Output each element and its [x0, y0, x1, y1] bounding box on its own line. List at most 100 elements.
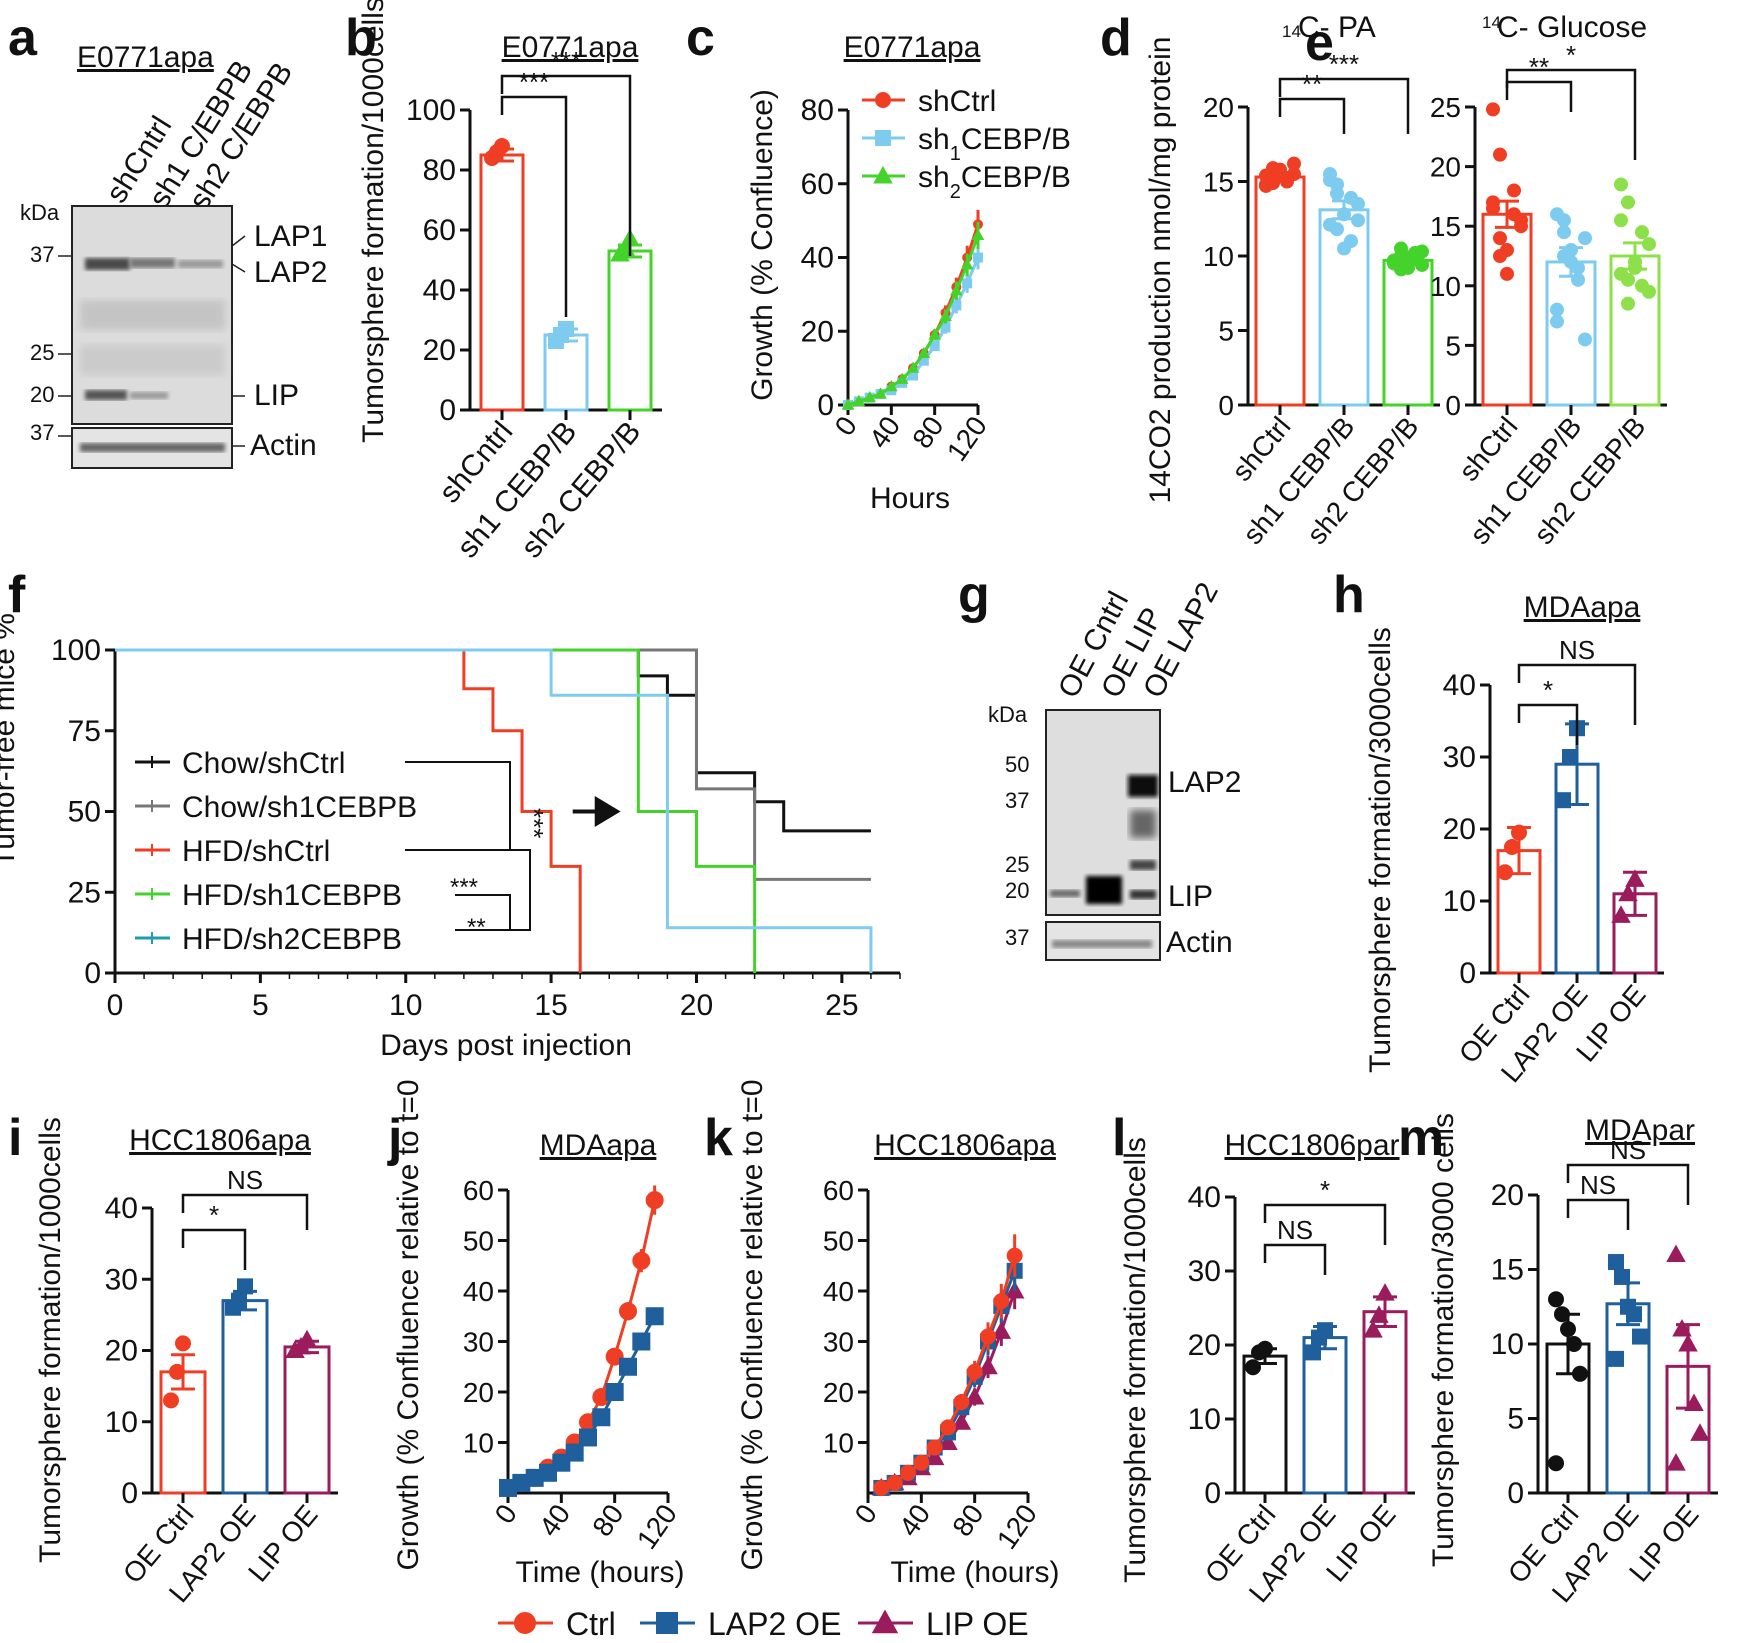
d-bar — [1382, 258, 1434, 407]
f-y-tick-label: 50 — [68, 796, 101, 829]
l-y-tick-label: 0 — [1204, 1477, 1221, 1510]
i-x-tick-label: LIP OE — [242, 1499, 323, 1588]
c-y-tick-label: 40 — [801, 242, 834, 275]
e-data-point — [1614, 177, 1628, 192]
m-data-point — [1554, 1306, 1570, 1323]
e-data-point — [1500, 266, 1514, 281]
b-y-tick-label: 0 — [439, 394, 456, 427]
f-arrow-icon — [572, 795, 621, 828]
panel-label-d: d — [1100, 9, 1132, 67]
e-data-point — [1642, 237, 1656, 252]
b-bar — [479, 153, 525, 412]
e-y-tick-label: 20 — [1430, 152, 1461, 183]
blot-band — [1052, 940, 1152, 948]
f-significance-bracket — [455, 894, 511, 931]
m-data-point — [1626, 1306, 1642, 1323]
c-y-tick-label: 0 — [817, 389, 834, 422]
f-y-tick-label: 100 — [51, 634, 101, 667]
i-bar — [283, 1345, 331, 1495]
i-y-tick-label: 0 — [121, 1477, 138, 1510]
blot-band — [85, 390, 127, 400]
i-significance-bracket — [181, 1228, 247, 1270]
blot-band — [130, 258, 175, 268]
m-data-point — [1666, 1244, 1686, 1263]
k-x-tick-label: 40 — [893, 1499, 936, 1542]
m-y-tick-label: 15 — [1491, 1254, 1524, 1287]
c-title: E0771apa — [844, 31, 981, 64]
d-ylabel: 14CO2 production nmol/mg protein — [1144, 37, 1177, 504]
k-y-tick-label: 50 — [823, 1226, 854, 1257]
h-data-point — [1625, 869, 1645, 887]
b-title: E0771apa — [502, 31, 639, 64]
e-significance-bracket — [1505, 68, 1637, 160]
blot-smear — [80, 345, 225, 375]
f-y-tick-label: 0 — [84, 957, 101, 990]
c-y-tick-label: 80 — [801, 94, 834, 127]
c-xlabel: Hours — [870, 482, 950, 515]
blot-g-marker-5: 37 — [1005, 925, 1029, 950]
e-y-tick-label: 15 — [1430, 211, 1461, 242]
c-x-tick-label: 0 — [829, 411, 863, 442]
f-significance-label: *** — [519, 808, 549, 838]
h-y-tick-label: 10 — [1443, 885, 1476, 918]
j-y-tick-label: 30 — [463, 1327, 494, 1358]
d-data-point — [1323, 173, 1337, 188]
m-title: MDApar — [1585, 1114, 1695, 1147]
e-data-point — [1571, 272, 1585, 287]
blot-a-band-lap1: LAP1 — [254, 220, 327, 253]
f-legend-label: HFD/shCtrl — [182, 835, 330, 868]
f-y-tick-label: 75 — [68, 715, 101, 748]
d-data-point — [1394, 241, 1408, 256]
e-bar — [1481, 212, 1533, 407]
l-bar — [1302, 1336, 1348, 1495]
d-data-point — [1337, 241, 1351, 256]
c-legend-marker — [875, 130, 891, 146]
d-data-point — [1259, 178, 1273, 193]
e-significance-label: * — [1566, 40, 1576, 70]
i-y-tick-label: 10 — [105, 1406, 138, 1439]
k-xlabel: Time (hours) — [891, 1556, 1060, 1589]
j-y-tick-label: 10 — [463, 1428, 494, 1459]
blot-a-band-actin: Actin — [250, 429, 317, 462]
h-data-point — [1497, 864, 1513, 881]
panel-label-m: m — [1398, 1109, 1444, 1167]
l-data-point — [1245, 1359, 1261, 1376]
e-data-point — [1621, 272, 1635, 287]
l-bar — [1242, 1354, 1288, 1495]
b-significance-bracket — [500, 95, 568, 317]
e-significance-label: ** — [1529, 52, 1549, 82]
m-data-point — [1666, 1453, 1686, 1471]
m-data-point — [1632, 1328, 1648, 1345]
f-survival-curve — [115, 648, 757, 973]
b-y-tick-label: 80 — [423, 154, 456, 187]
c-x-tick-label: 120 — [941, 411, 993, 467]
blot-band — [1130, 860, 1156, 870]
bottom-legend-label: LIP OE — [926, 1606, 1029, 1642]
bottom-legend-label: LAP2 OE — [708, 1606, 841, 1642]
i-data-point — [175, 1335, 191, 1352]
i-significance-label: NS — [227, 1165, 263, 1195]
h-y-tick-label: 40 — [1443, 669, 1476, 702]
c-y-tick-label: 20 — [801, 315, 834, 348]
e-y-tick-label: 10 — [1430, 271, 1461, 302]
l-y-tick-label: 10 — [1188, 1403, 1221, 1436]
c-legend-label: sh1CEBP/B — [918, 123, 1071, 165]
m-significance-label: NS — [1580, 1170, 1616, 1200]
k-x-tick-label: 0 — [849, 1499, 883, 1530]
m-data-point — [1608, 1350, 1624, 1367]
e-data-point — [1635, 225, 1649, 240]
m-data-point — [1548, 1455, 1564, 1472]
i-data-point — [237, 1278, 253, 1295]
b-y-tick-label: 20 — [423, 334, 456, 367]
m-data-point — [1614, 1268, 1630, 1285]
m-data-point — [1572, 1365, 1588, 1382]
f-legend-label: Chow/sh1CEBPB — [182, 791, 417, 824]
bottom-legend-marker — [656, 1612, 678, 1634]
c-legend-label: shCtrl — [918, 85, 996, 118]
c-legend-marker — [875, 92, 891, 108]
f-legend-label: Chow/shCtrl — [182, 747, 345, 780]
l-y-tick-label: 30 — [1188, 1255, 1221, 1288]
f-significance-label: *** — [450, 874, 478, 901]
panel-label-b: b — [345, 9, 377, 67]
